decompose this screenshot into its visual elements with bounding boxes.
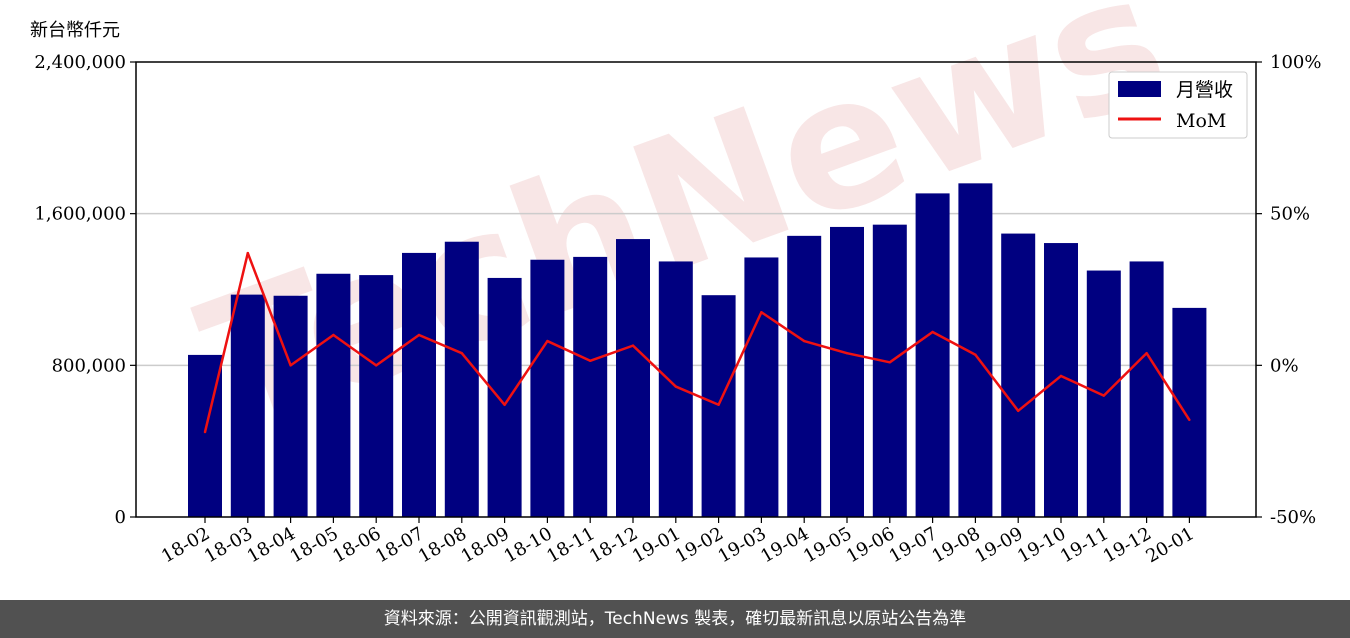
revenue-bar — [487, 277, 522, 517]
x-tick-label: 19-12 — [1100, 523, 1155, 567]
revenue-bar — [915, 193, 950, 517]
revenue-bar — [744, 257, 779, 517]
x-tick-label: 19-05 — [800, 523, 855, 567]
mom-point — [246, 251, 249, 255]
right-y-axis: -50% 0% 50% 100% — [1256, 52, 1321, 528]
right-tick-label: -50% — [1270, 507, 1316, 528]
x-tick-label: 18-06 — [329, 523, 384, 567]
left-tick-label: 1,600,000 — [34, 204, 126, 225]
mom-point — [974, 353, 977, 356]
x-tick-label: 19-09 — [971, 523, 1026, 567]
mom-point — [460, 352, 463, 355]
revenue-bar — [787, 235, 822, 518]
revenue-bar — [701, 295, 736, 517]
revenue-bar — [1001, 233, 1036, 517]
x-tick-label: 19-02 — [672, 523, 727, 567]
mom-point — [332, 333, 335, 337]
x-tick-label: 18-08 — [415, 523, 470, 567]
x-tick-label: 19-01 — [629, 523, 684, 567]
mom-point — [203, 430, 207, 434]
revenue-bar — [1044, 243, 1078, 518]
legend-bar-swatch — [1118, 81, 1161, 97]
mom-point — [1188, 418, 1191, 422]
mom-point — [1145, 352, 1148, 355]
right-tick-label: 0% — [1270, 355, 1299, 376]
left-y-axis: 0 800,000 1,600,000 2,400,000 — [34, 52, 136, 528]
chart-area: TechNews 0 800,000 1,600,000 2,400,000 -50%… — [30, 0, 1321, 567]
x-tick-label: 19-10 — [1014, 523, 1069, 567]
unit-label: 新台幣仟元 — [30, 20, 120, 41]
mom-point — [803, 339, 806, 343]
x-tick-label: 19-03 — [714, 523, 769, 567]
revenue-bar — [316, 273, 351, 517]
revenue-bar — [616, 239, 650, 517]
left-tick-label: 800,000 — [52, 355, 126, 376]
revenue-bar — [530, 259, 565, 517]
revenue-bar — [444, 241, 479, 517]
mom-point — [717, 403, 720, 406]
x-tick-label: 18-11 — [543, 523, 598, 567]
x-tick-label: 19-08 — [928, 523, 983, 567]
mom-point — [631, 344, 635, 347]
mom-point — [1059, 374, 1063, 378]
revenue-bar — [359, 275, 394, 517]
revenue-bar — [273, 295, 308, 517]
legend-line-label: MoM — [1176, 110, 1226, 132]
mom-point — [417, 333, 421, 337]
x-tick-label: 20-01 — [1142, 523, 1197, 567]
mom-line — [203, 251, 1191, 433]
left-tick-label: 2,400,000 — [34, 52, 126, 73]
x-tick-label: 18-12 — [586, 523, 641, 567]
mom-point — [674, 385, 677, 388]
mom-point — [760, 311, 763, 314]
revenue-bar — [402, 252, 436, 518]
mom-point — [931, 330, 934, 334]
source-footer: 資料來源：公開資訊觀測站，TechNews 製表，確切最新訊息以原站公告為準 — [0, 600, 1350, 638]
revenue-bar — [1129, 261, 1164, 517]
revenue-bar — [1172, 307, 1207, 517]
x-tick-label: 18-09 — [458, 523, 513, 567]
x-tick-label: 18-10 — [500, 523, 555, 567]
x-tick-label: 19-11 — [1057, 523, 1112, 567]
mom-point — [503, 403, 506, 406]
revenue-bar — [958, 183, 993, 518]
right-tick-label: 50% — [1270, 204, 1310, 225]
mom-point — [546, 339, 549, 343]
revenue-bar — [230, 294, 265, 517]
right-tick-label: 100% — [1270, 52, 1321, 73]
mom-point — [589, 359, 592, 362]
mom-point — [289, 364, 292, 367]
revenue-bar — [658, 261, 693, 517]
x-tick-label: 19-04 — [757, 523, 812, 567]
mom-point — [845, 352, 849, 355]
x-tick-label: 19-06 — [843, 523, 898, 567]
x-tick-label: 18-05 — [286, 523, 341, 567]
x-tick-label: 18-04 — [244, 523, 299, 567]
revenue-bar — [830, 226, 864, 517]
x-axis: 18-0218-0318-0418-0518-0618-0718-0818-09… — [158, 517, 1198, 567]
revenue-bar — [1086, 270, 1121, 517]
x-tick-label: 18-03 — [201, 523, 256, 567]
revenue-bar — [872, 224, 907, 517]
x-tick-label: 19-07 — [886, 523, 941, 567]
revenue-bar — [573, 256, 608, 517]
mom-point — [375, 364, 378, 367]
plot-frame — [135, 61, 1257, 518]
legend-bar-label: 月營收 — [1176, 79, 1233, 101]
mom-point — [888, 361, 891, 364]
left-tick-label: 0 — [115, 507, 126, 528]
x-tick-label: 18-02 — [158, 523, 213, 567]
x-tick-label: 18-07 — [372, 523, 427, 567]
legend: 月營收 MoM — [1108, 71, 1248, 139]
mom-line-series — [203, 251, 1191, 434]
mom-point — [1017, 409, 1020, 413]
mom-point — [1102, 394, 1106, 397]
